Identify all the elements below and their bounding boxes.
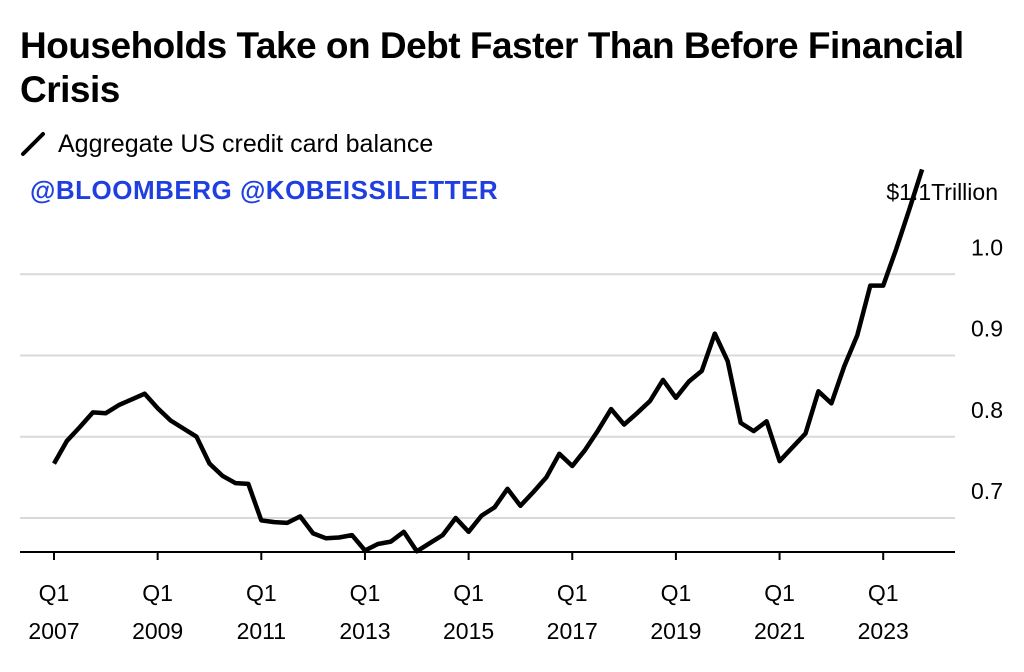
x-tick-label-year: 2011 xyxy=(237,618,286,644)
x-tick-label-year: 2007 xyxy=(28,618,79,644)
x-tick-label-quarter: Q1 xyxy=(246,580,277,606)
x-tick-label-quarter: Q1 xyxy=(661,580,692,606)
x-tick-label-year: 2017 xyxy=(547,618,598,644)
x-tick-label-year: 2019 xyxy=(650,618,701,644)
y-tick-label: 0.8 xyxy=(971,397,1003,423)
x-tick-label-quarter: Q1 xyxy=(764,580,795,606)
source-credit: @BLOOMBERG @KOBEISSILETTER xyxy=(30,175,499,205)
x-tick-label-year: 2021 xyxy=(754,618,805,644)
x-tick-label-year: 2009 xyxy=(132,618,183,644)
x-tick-label-quarter: Q1 xyxy=(453,580,484,606)
chart-title: Households Take on Debt Faster Than Befo… xyxy=(20,25,964,110)
y-tick-label: $1.1Trillion xyxy=(886,179,998,205)
y-tick-label: 0.7 xyxy=(971,478,1003,504)
legend-line-icon xyxy=(21,132,45,156)
legend-label: Aggregate US credit card balance xyxy=(58,129,434,158)
x-tick-label-year: 2023 xyxy=(858,618,909,644)
x-tick-label-quarter: Q1 xyxy=(868,580,899,606)
y-tick-label: 1.0 xyxy=(971,234,1003,260)
x-tick-label-quarter: Q1 xyxy=(350,580,381,606)
legend: Aggregate US credit card balance xyxy=(20,128,433,160)
x-tick-label-year: 2013 xyxy=(339,618,390,644)
y-unit-label: Trillion xyxy=(931,179,998,205)
x-tick-label-quarter: Q1 xyxy=(557,580,588,606)
x-tick-label-quarter: Q1 xyxy=(142,580,173,606)
series-line xyxy=(52,168,925,554)
y-tick-label: 0.9 xyxy=(971,316,1003,342)
y-tick-value: $1.1 xyxy=(886,179,931,205)
x-tick-label-quarter: Q1 xyxy=(39,580,70,606)
x-tick-label-year: 2015 xyxy=(443,618,494,644)
